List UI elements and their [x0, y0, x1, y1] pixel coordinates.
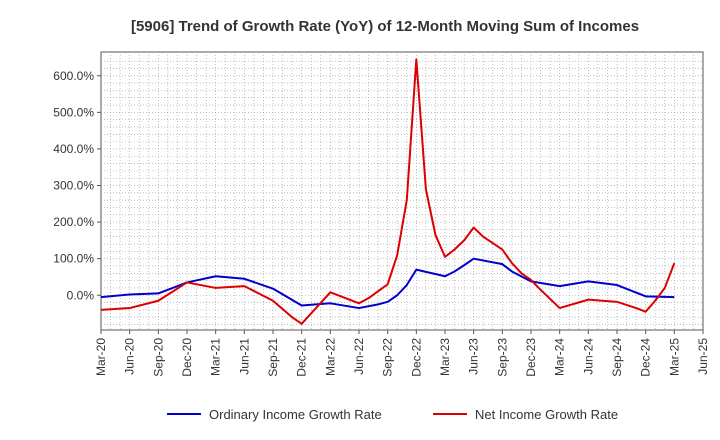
series-lines	[100, 58, 676, 325]
y-tick-label: 100.0%	[53, 252, 94, 266]
x-tick-label: Sep-23	[495, 338, 509, 377]
x-tick-label: Mar-23	[438, 338, 452, 376]
y-tick-label: 0.0%	[67, 288, 95, 302]
x-tick-label: Dec-20	[180, 338, 194, 377]
y-tick-label: 500.0%	[53, 105, 94, 119]
y-tick-label: 200.0%	[53, 215, 94, 229]
x-tick-label: Sep-20	[151, 338, 165, 377]
x-tick-label: Jun-24	[581, 338, 595, 375]
plot-area	[100, 51, 704, 331]
x-tick-label: Dec-22	[409, 338, 423, 377]
x-tick-label: Dec-21	[295, 338, 309, 377]
x-tick-label: Mar-25	[667, 338, 681, 376]
x-tick-label: Dec-23	[524, 338, 538, 377]
legend-label: Ordinary Income Growth Rate	[209, 407, 382, 422]
grid-lines	[101, 52, 703, 330]
x-tick-label: Mar-21	[209, 338, 223, 376]
y-tick-label: 600.0%	[53, 69, 94, 83]
x-tick-label: Sep-21	[266, 338, 280, 377]
x-tick-label: Jun-22	[352, 338, 366, 375]
x-tick-label: Mar-24	[553, 338, 567, 376]
y-tick-label: 400.0%	[53, 142, 94, 156]
x-axis-ticks: Mar-20 Jun-20 Sep-20 Dec-20 Mar-21 Jun-21 Sep-…	[94, 330, 710, 377]
y-axis-ticks: 0.0% 100.0% 200.0% 300.0% 400.0% 500.0% 600.0%	[53, 69, 101, 302]
x-tick-label: Jun-23	[467, 338, 481, 375]
series-line-ordinary-income	[100, 257, 675, 310]
y-tick-label: 300.0%	[53, 179, 94, 193]
x-tick-label: Jun-25	[696, 338, 710, 375]
x-tick-label: Sep-22	[381, 338, 395, 377]
x-tick-label: Dec-24	[639, 338, 653, 377]
x-tick-label: Mar-20	[94, 338, 108, 376]
x-tick-label: Jun-21	[237, 338, 251, 375]
x-tick-label: Jun-20	[123, 338, 137, 375]
legend: Ordinary Income Growth Rate Net Income Gr…	[167, 407, 618, 422]
x-tick-label: Mar-22	[323, 338, 337, 376]
legend-label: Net Income Growth Rate	[475, 407, 618, 422]
x-tick-label: Sep-24	[610, 338, 624, 377]
chart-title: [5906] Trend of Growth Rate (YoY) of 12-…	[131, 18, 639, 35]
series-line-net-income	[100, 58, 676, 325]
